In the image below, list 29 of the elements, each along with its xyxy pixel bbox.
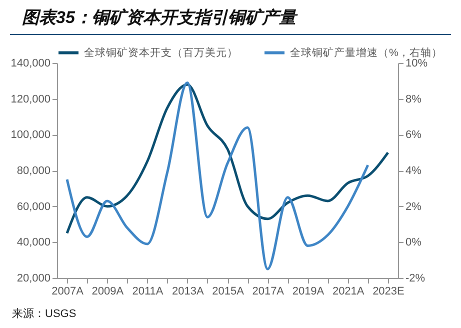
- source-note: 来源：USGS: [12, 307, 76, 321]
- y2-tick-label: -2%: [406, 272, 426, 284]
- x-tick-label: 2009A: [92, 286, 124, 298]
- line-series: [66, 81, 370, 270]
- x-tick-label: 2023E: [372, 286, 404, 298]
- x-tick-label: 2019A: [292, 286, 325, 298]
- y-tick-label: 60,000: [16, 200, 50, 213]
- y-tick-label: 120,000: [10, 93, 50, 106]
- y-tick-label: 40,000: [16, 236, 50, 249]
- y-tick-label: 20,000: [16, 272, 50, 284]
- y-tick-label: 80,000: [16, 165, 50, 177]
- x-tick-label: 2013A: [172, 286, 204, 298]
- y2-tick-label: 2%: [406, 200, 422, 213]
- y2-tick-label: 4%: [406, 165, 422, 177]
- x-tick-label: 2021A: [332, 286, 365, 298]
- legend-label: 全球铜矿资本开支（百万美元）: [84, 46, 238, 59]
- x-tick-label: 2015A: [212, 286, 245, 298]
- y-tick-label: 100,000: [10, 129, 50, 142]
- x-tick-label: 2007A: [52, 286, 84, 298]
- legend-label: 全球铜矿产量增速（%，右轴）: [290, 46, 442, 59]
- y2-tick-label: 8%: [406, 93, 422, 106]
- y-tick-label: 140,000: [10, 58, 50, 70]
- x-tick-label: 2011A: [132, 286, 164, 298]
- x-tick-label: 2017A: [252, 286, 285, 298]
- line-series: [66, 83, 390, 234]
- y2-tick-label: 0%: [406, 236, 422, 249]
- chart-title: 图表35：铜矿资本开支指引铜矿产量: [10, 0, 451, 35]
- y2-tick-label: 10%: [406, 58, 428, 70]
- y2-tick-label: 6%: [406, 129, 422, 142]
